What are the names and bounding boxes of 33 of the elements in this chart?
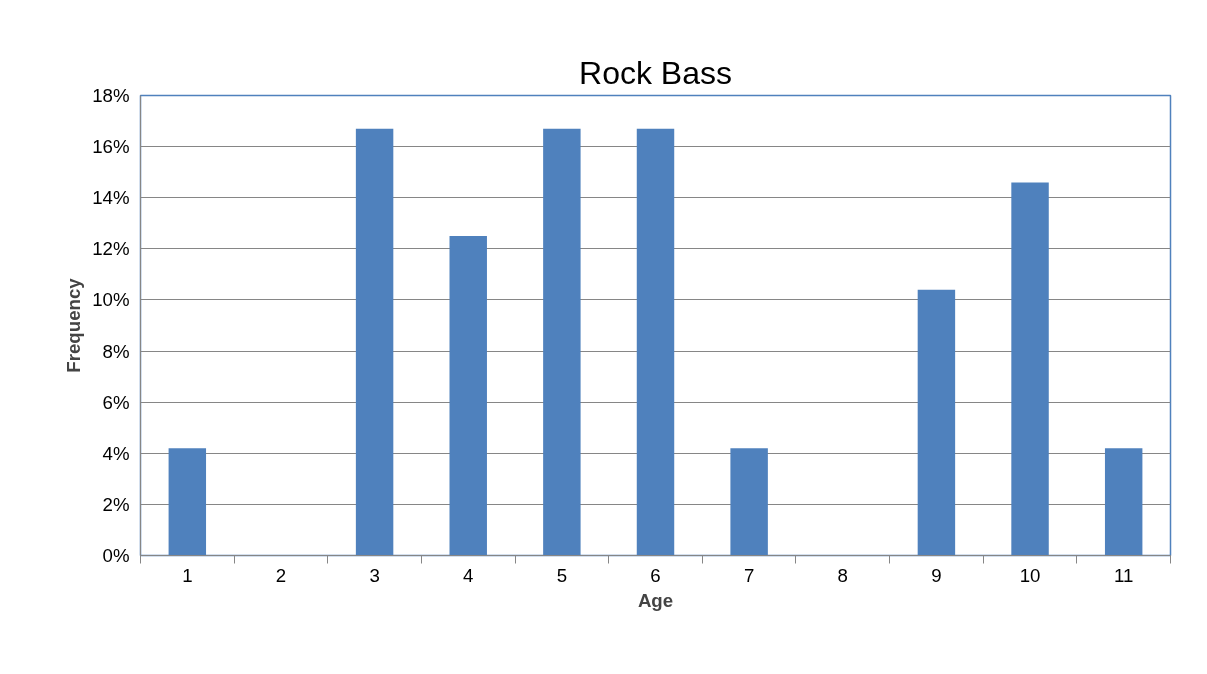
- bar: [730, 448, 768, 556]
- y-tick-label: 0%: [102, 545, 130, 566]
- bar: [1104, 448, 1143, 556]
- x-tick-label: 4: [463, 564, 474, 586]
- x-tick-label: 7: [743, 564, 755, 586]
- y-tick-label: 8%: [102, 340, 130, 362]
- y-tick-label: 18%: [92, 85, 130, 106]
- bar: [636, 128, 675, 556]
- bar: [917, 289, 956, 556]
- x-tick-label: 1: [182, 564, 193, 586]
- bar: [543, 128, 581, 556]
- bar: [1011, 182, 1049, 556]
- x-tick-label: 11: [1114, 564, 1134, 586]
- x-tick-label: 5: [556, 564, 568, 586]
- y-tick-label: 6%: [102, 391, 130, 413]
- chart-title: Rock Bass: [579, 54, 732, 91]
- bar: [168, 448, 207, 556]
- x-tick-label: 10: [1019, 564, 1041, 586]
- y-tick-label: 14%: [92, 187, 130, 209]
- x-axis-title: Age: [637, 589, 674, 611]
- x-tick-label: 6: [650, 564, 661, 586]
- x-tick-label: 8: [837, 564, 848, 586]
- y-tick-label: 12%: [92, 238, 130, 260]
- y-tick-label: 16%: [92, 136, 130, 158]
- x-tick-label: 3: [369, 564, 380, 586]
- x-tick-label: 9: [931, 564, 942, 586]
- y-tick-label: 2%: [102, 493, 130, 515]
- bar: [355, 128, 394, 556]
- y-axis-title: Frequency: [63, 277, 85, 373]
- y-tick-label: 10%: [92, 289, 130, 311]
- x-tick-label: 2: [275, 564, 287, 586]
- y-tick-label: 4%: [102, 442, 130, 464]
- bar: [449, 236, 487, 556]
